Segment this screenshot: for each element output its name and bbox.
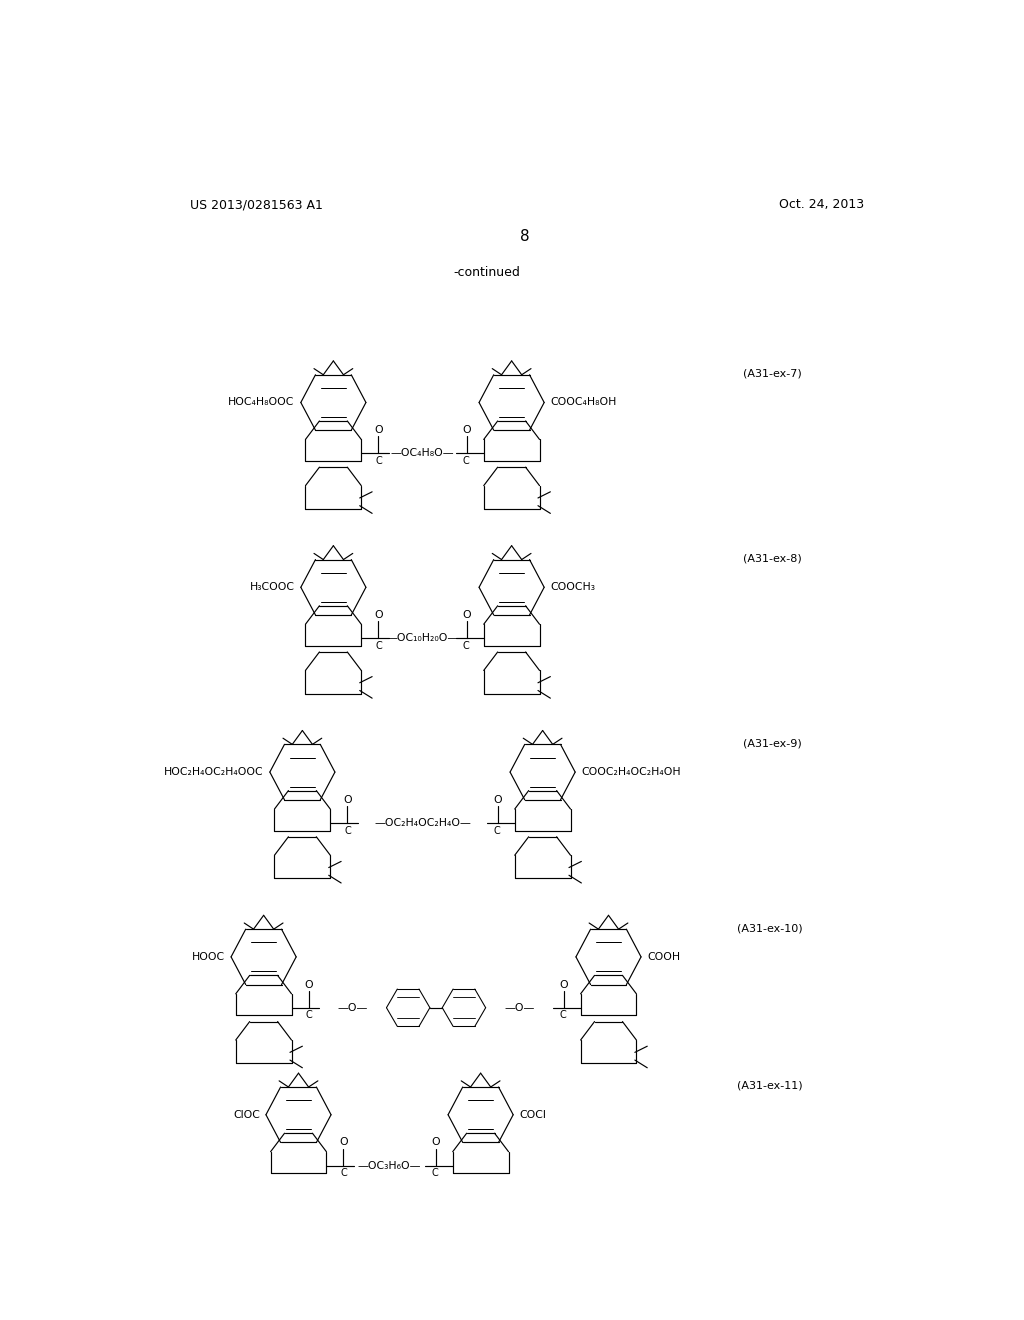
- Text: O: O: [494, 795, 502, 805]
- Text: C: C: [431, 1168, 438, 1179]
- Text: HOOC: HOOC: [191, 952, 225, 962]
- Text: O: O: [374, 610, 383, 620]
- Text: H₃COOC: H₃COOC: [250, 582, 295, 593]
- Text: C: C: [494, 825, 501, 836]
- Text: —O—: —O—: [338, 1003, 369, 1012]
- Text: (A31-ex-11): (A31-ex-11): [736, 1081, 802, 1090]
- Text: COOC₄H₈OH: COOC₄H₈OH: [550, 397, 616, 408]
- Text: —O—: —O—: [504, 1003, 535, 1012]
- Text: C: C: [306, 1010, 312, 1020]
- Text: —OC₄H₈O—: —OC₄H₈O—: [391, 449, 455, 458]
- Text: —OC₁₀H₂₀O—: —OC₁₀H₂₀O—: [386, 634, 459, 643]
- Text: (A31-ex-10): (A31-ex-10): [736, 923, 802, 933]
- Text: C: C: [559, 1010, 566, 1020]
- Text: COOCH₃: COOCH₃: [550, 582, 595, 593]
- Text: -continued: -continued: [454, 267, 520, 280]
- Text: C: C: [376, 640, 383, 651]
- Text: (A31-ex-7): (A31-ex-7): [743, 368, 802, 379]
- Text: O: O: [304, 979, 313, 990]
- Text: O: O: [463, 425, 471, 436]
- Text: —OC₃H₆O—: —OC₃H₆O—: [357, 1160, 421, 1171]
- Text: COOC₂H₄OC₂H₄OH: COOC₂H₄OC₂H₄OH: [582, 767, 681, 777]
- Text: O: O: [339, 1138, 348, 1147]
- Text: O: O: [463, 610, 471, 620]
- Text: HOC₂H₄OC₂H₄OOC: HOC₂H₄OC₂H₄OOC: [164, 767, 263, 777]
- Text: C: C: [345, 825, 351, 836]
- Text: O: O: [559, 979, 568, 990]
- Text: (A31-ex-9): (A31-ex-9): [743, 738, 802, 748]
- Text: US 2013/0281563 A1: US 2013/0281563 A1: [190, 198, 323, 211]
- Text: —OC₂H₄OC₂H₄O—: —OC₂H₄OC₂H₄O—: [374, 818, 471, 828]
- Text: O: O: [374, 425, 383, 436]
- Text: C: C: [376, 455, 383, 466]
- Text: COCl: COCl: [519, 1110, 546, 1119]
- Text: C: C: [463, 640, 469, 651]
- Text: O: O: [431, 1138, 440, 1147]
- Text: Oct. 24, 2013: Oct. 24, 2013: [779, 198, 864, 211]
- Text: COOH: COOH: [647, 952, 680, 962]
- Text: O: O: [343, 795, 351, 805]
- Text: HOC₄H₈OOC: HOC₄H₈OOC: [228, 397, 295, 408]
- Text: (A31-ex-8): (A31-ex-8): [743, 553, 802, 564]
- Text: C: C: [463, 455, 469, 466]
- Text: 8: 8: [520, 230, 529, 244]
- Text: ClOC: ClOC: [232, 1110, 260, 1119]
- Text: C: C: [341, 1168, 347, 1179]
